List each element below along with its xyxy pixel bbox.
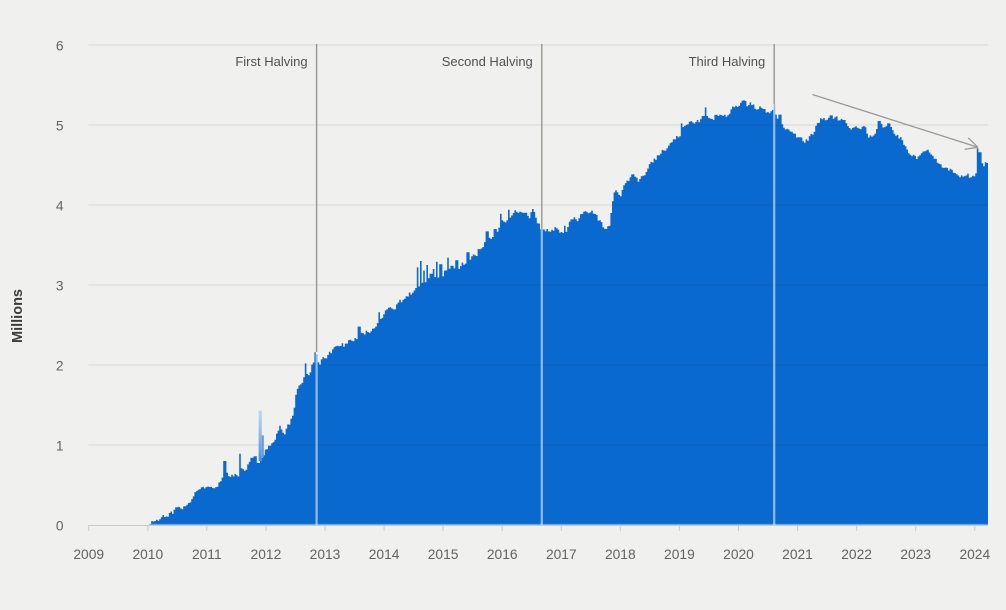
svg-text:4: 4 [56,198,64,213]
svg-text:2020: 2020 [723,547,754,562]
svg-text:6: 6 [56,38,64,53]
svg-text:Second Halving: Second Halving [442,54,533,69]
svg-text:2012: 2012 [251,547,282,562]
svg-text:3: 3 [56,278,64,293]
svg-text:2023: 2023 [900,547,931,562]
svg-text:2024: 2024 [959,547,990,562]
svg-text:2022: 2022 [841,547,872,562]
svg-text:Millions: Millions [10,289,26,343]
svg-text:2019: 2019 [664,547,695,562]
svg-text:2021: 2021 [782,547,813,562]
svg-text:5: 5 [56,118,64,133]
svg-text:2: 2 [56,358,64,373]
svg-text:2009: 2009 [73,547,104,562]
svg-text:2011: 2011 [192,547,222,562]
svg-text:0: 0 [56,518,64,533]
svg-text:2014: 2014 [369,547,400,562]
svg-text:2016: 2016 [487,547,518,562]
svg-text:Third Halving: Third Halving [689,54,766,69]
svg-text:2010: 2010 [132,547,163,562]
svg-text:2018: 2018 [605,547,636,562]
svg-text:First Halving: First Halving [235,54,307,69]
svg-text:1: 1 [56,438,64,453]
svg-text:2013: 2013 [310,547,341,562]
svg-text:2017: 2017 [546,547,577,562]
svg-text:2015: 2015 [428,547,459,562]
